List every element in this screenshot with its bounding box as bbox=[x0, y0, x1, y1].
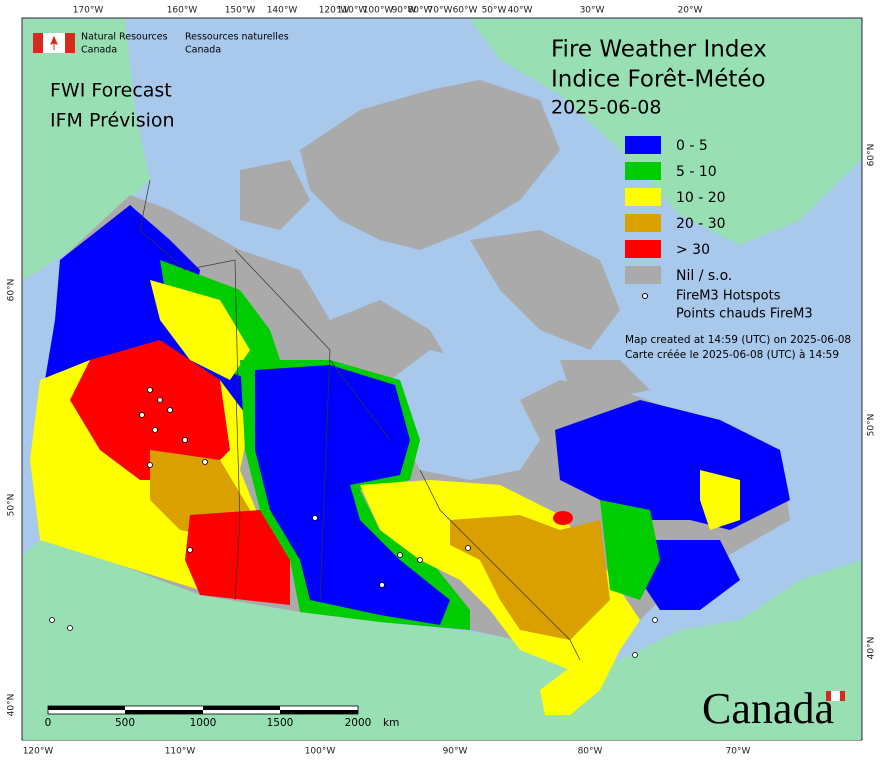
top-tick-label: 90°W bbox=[392, 6, 417, 16]
scale-labels: 0 500 1000 1500 2000 bbox=[45, 717, 372, 729]
top-tick-label: 70°W bbox=[428, 6, 453, 16]
bottom-tick-label: 110°W bbox=[165, 747, 196, 757]
legend-swatch bbox=[625, 162, 661, 180]
logo-text: Natural Resources bbox=[81, 32, 168, 43]
top-tick-label: 170°W bbox=[73, 6, 104, 16]
hotspot-label: FireM3 Hotspots bbox=[676, 289, 781, 304]
logo-text: Canada bbox=[81, 45, 117, 56]
top-tick-label: 80°W bbox=[408, 6, 433, 16]
top-tick-label: 150°W bbox=[225, 6, 256, 16]
right-tick-label: 40°N bbox=[867, 637, 877, 660]
scale-label: 2000 bbox=[345, 717, 372, 729]
scale-bar bbox=[47, 705, 359, 715]
legend-swatch bbox=[625, 214, 661, 232]
bottom-tick-label: 70°W bbox=[726, 747, 751, 757]
wordmark: Canada bbox=[702, 684, 834, 733]
legend-label: 0 - 5 bbox=[676, 138, 708, 154]
created-note: Carte créée le 2025-06-08 (UTC) à 14:59 bbox=[625, 349, 839, 361]
top-tick-label: 40°W bbox=[508, 6, 533, 16]
right-tick-label: 50°N bbox=[867, 414, 877, 437]
top-tick-label: 100°W bbox=[363, 6, 394, 16]
scale-label: 1000 bbox=[190, 717, 217, 729]
title: Fire Weather Index bbox=[551, 37, 767, 63]
left-tick-label: 50°N bbox=[7, 494, 17, 517]
scale-unit: km bbox=[383, 717, 399, 729]
top-tick-label: 110°W bbox=[337, 6, 368, 16]
top-tick-label: 120°W bbox=[319, 6, 350, 16]
left-tick-label: 40°N bbox=[7, 694, 17, 717]
logo-text: Canada bbox=[185, 45, 221, 56]
legend: 0 - 5 5 - 10 10 - 20 20 - 30 > 30 Nil / s.o. bbox=[625, 136, 732, 284]
logo-text: Ressources naturelles bbox=[185, 32, 289, 43]
legend-swatch bbox=[625, 188, 661, 206]
legend-swatch bbox=[625, 266, 661, 284]
bottom-tick-label: 100°W bbox=[305, 747, 336, 757]
top-tick-label: 60°W bbox=[453, 6, 478, 16]
graticule-labels: 170°W 160°W 150°W 140°W 120°W110°W100°W90°W8… bbox=[7, 6, 877, 757]
hotspot-label: Points chauds FireM3 bbox=[676, 307, 813, 322]
top-tick-label: 160°W bbox=[167, 6, 198, 16]
scale-label: 1500 bbox=[267, 717, 294, 729]
legend-label: > 30 bbox=[676, 242, 710, 258]
title: Indice Forêt-Météo bbox=[551, 67, 766, 93]
top-tick-label: 20°W bbox=[678, 6, 703, 16]
right-tick-label: 60°N bbox=[867, 144, 877, 167]
top-tick-label: 50°W bbox=[482, 6, 507, 16]
top-tick-label: 30°W bbox=[580, 6, 605, 16]
wordmark-flag bbox=[826, 691, 845, 701]
legend-label: 10 - 20 bbox=[676, 190, 726, 206]
legend-label: 5 - 10 bbox=[676, 164, 717, 180]
map-area bbox=[21, 17, 863, 741]
bottom-tick-label: 80°W bbox=[578, 747, 603, 757]
subtitle: IFM Prévision bbox=[50, 110, 175, 132]
bottom-tick-label: 90°W bbox=[443, 747, 468, 757]
date: 2025-06-08 bbox=[551, 97, 661, 119]
left-tick-label: 60°N bbox=[7, 279, 17, 302]
top-tick-label: 140°W bbox=[267, 6, 298, 16]
bottom-tick-label: 120°W bbox=[23, 747, 54, 757]
subtitle: FWI Forecast bbox=[50, 80, 172, 102]
scale-label: 500 bbox=[115, 717, 135, 729]
legend-label: Nil / s.o. bbox=[676, 268, 732, 284]
scale-label: 0 bbox=[45, 717, 52, 729]
hotspot-symbol bbox=[642, 293, 648, 299]
created-note: Map created at 14:59 (UTC) on 2025-06-08 bbox=[625, 334, 851, 346]
legend-swatch bbox=[625, 136, 661, 154]
legend-label: 20 - 30 bbox=[676, 216, 726, 232]
logo: Natural Resources Canada Ressources natu… bbox=[33, 32, 289, 56]
legend-swatch bbox=[625, 240, 661, 258]
